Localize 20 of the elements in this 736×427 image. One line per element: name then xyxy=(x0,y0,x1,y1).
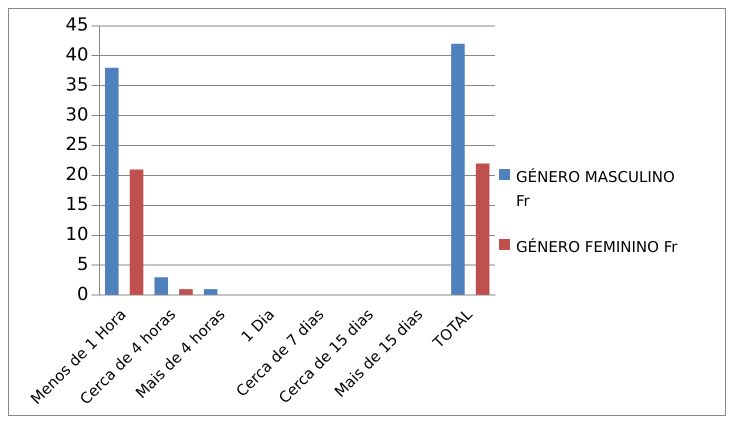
bar xyxy=(204,289,218,295)
bar xyxy=(451,44,465,295)
legend-label: GÉNERO FEMININO Fr xyxy=(516,237,678,258)
y-tick-label: 15 xyxy=(66,194,88,216)
y-tick-label: 5 xyxy=(76,254,88,275)
bar xyxy=(154,277,168,295)
bar xyxy=(179,289,193,295)
y-tick-label: 45 xyxy=(66,14,88,36)
x-tick-label: 1 Dia xyxy=(238,305,278,346)
bar xyxy=(105,68,119,295)
y-tick-label: 40 xyxy=(66,44,88,66)
y-tick-label: 35 xyxy=(66,74,88,96)
y-tick-label: 20 xyxy=(66,164,88,186)
bar xyxy=(476,163,490,295)
y-tick-label: 25 xyxy=(66,134,88,156)
y-tick-label: 30 xyxy=(66,104,88,126)
y-tick-label: 0 xyxy=(76,284,88,305)
y-tick-label: 10 xyxy=(66,224,88,245)
bar xyxy=(130,169,144,295)
legend-label: GÉNERO MASCULINO Fr xyxy=(516,167,676,212)
